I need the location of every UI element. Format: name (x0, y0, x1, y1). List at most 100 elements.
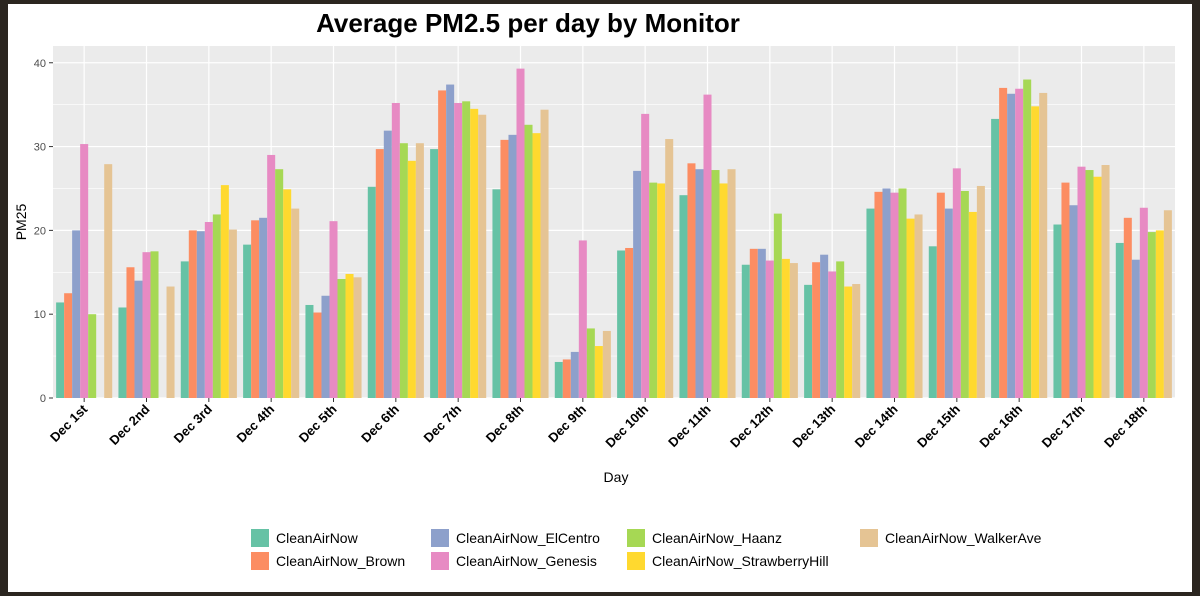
bar (844, 286, 853, 398)
bar (836, 261, 845, 398)
bar (212, 214, 221, 398)
bar (391, 102, 400, 398)
bar (570, 351, 579, 398)
bar (415, 143, 424, 398)
bar (126, 267, 135, 398)
bar (118, 307, 127, 398)
x-tick-label: Dec 18th (1101, 401, 1150, 450)
bar (625, 247, 634, 398)
legend-label: CleanAirNow_Haanz (652, 530, 782, 546)
bar (665, 139, 674, 398)
bar (649, 182, 658, 398)
y-tick-label: 0 (40, 393, 46, 405)
x-tick-label: Dec 5th (296, 401, 340, 445)
bar (532, 133, 541, 398)
bar (562, 359, 571, 398)
legend: CleanAirNow CleanAirNow_ElCentro CleanAirN… (251, 529, 1042, 570)
x-tick-label: Dec 17th (1039, 401, 1088, 450)
bar (960, 190, 969, 398)
bar (337, 278, 346, 398)
bar (470, 108, 479, 398)
bar (438, 90, 447, 399)
legend-swatch (431, 529, 449, 547)
bar (578, 240, 587, 398)
bar (220, 185, 229, 398)
y-tick-label: 10 (34, 309, 46, 321)
legend-item: CleanAirNow_Haanz (627, 529, 782, 547)
bar (353, 277, 362, 398)
bar (72, 230, 81, 398)
bar (188, 230, 197, 398)
bar (719, 183, 728, 398)
bar (906, 218, 915, 398)
bar (633, 170, 642, 398)
bar (1163, 210, 1172, 398)
chart-title: Average PM2.5 per day by Monitor (316, 8, 740, 38)
bar (641, 113, 650, 398)
bar (1131, 259, 1140, 398)
bar (789, 263, 798, 398)
bar (228, 229, 237, 398)
x-tick-label: Dec 6th (358, 401, 402, 445)
bar (1023, 79, 1032, 399)
bar (757, 248, 766, 398)
bar (345, 273, 354, 398)
legend-swatch (251, 529, 269, 547)
bar (142, 252, 151, 398)
bar (492, 189, 501, 398)
bar (1101, 165, 1110, 398)
x-tick-label: Dec 16th (976, 401, 1025, 450)
legend-item: CleanAirNow (251, 529, 359, 547)
bar (936, 192, 945, 398)
legend-label: CleanAirNow_Genesis (456, 553, 597, 569)
bar (259, 217, 268, 398)
bar (275, 169, 284, 398)
y-tick-label: 40 (34, 58, 46, 70)
bar (446, 84, 455, 399)
bar (852, 284, 861, 398)
bar (944, 208, 953, 398)
x-tick-label: Dec 4th (233, 401, 277, 445)
bar (407, 160, 416, 398)
bar (1015, 88, 1024, 398)
bar (1007, 93, 1016, 399)
bar (399, 143, 408, 398)
bar (602, 330, 611, 398)
bar (88, 314, 97, 398)
bar (204, 222, 213, 398)
bar (367, 186, 376, 398)
bar (679, 195, 688, 398)
x-tick-label: Dec 3rd (171, 401, 215, 445)
x-tick-label: Dec 13th (789, 401, 838, 450)
bar (375, 149, 384, 398)
bar (150, 251, 159, 398)
bar (695, 169, 704, 398)
bar (968, 211, 977, 398)
bar (508, 134, 517, 399)
bar (617, 250, 626, 398)
bar (1039, 92, 1048, 398)
bar (196, 231, 205, 398)
bar (454, 102, 463, 398)
bar (882, 188, 891, 398)
legend-item: CleanAirNow_StrawberryHill (627, 552, 829, 570)
bar (243, 244, 252, 398)
bar (804, 284, 813, 398)
bar (866, 208, 875, 398)
legend-item: CleanAirNow_Genesis (431, 552, 597, 570)
bar (952, 168, 961, 398)
bar (478, 114, 487, 398)
legend-label: CleanAirNow (276, 530, 359, 546)
bar (991, 118, 1000, 399)
x-tick-label: Dec 8th (483, 401, 527, 445)
bar (1061, 182, 1070, 398)
bar (711, 170, 720, 398)
bar (928, 246, 937, 398)
bar (554, 361, 563, 398)
legend-swatch (431, 552, 449, 570)
bar (383, 130, 392, 398)
legend-label: CleanAirNow_ElCentro (456, 530, 600, 546)
bar (1069, 205, 1078, 398)
x-tick-label: Dec 14th (852, 401, 901, 450)
x-tick-label: Dec 2nd (106, 401, 152, 447)
